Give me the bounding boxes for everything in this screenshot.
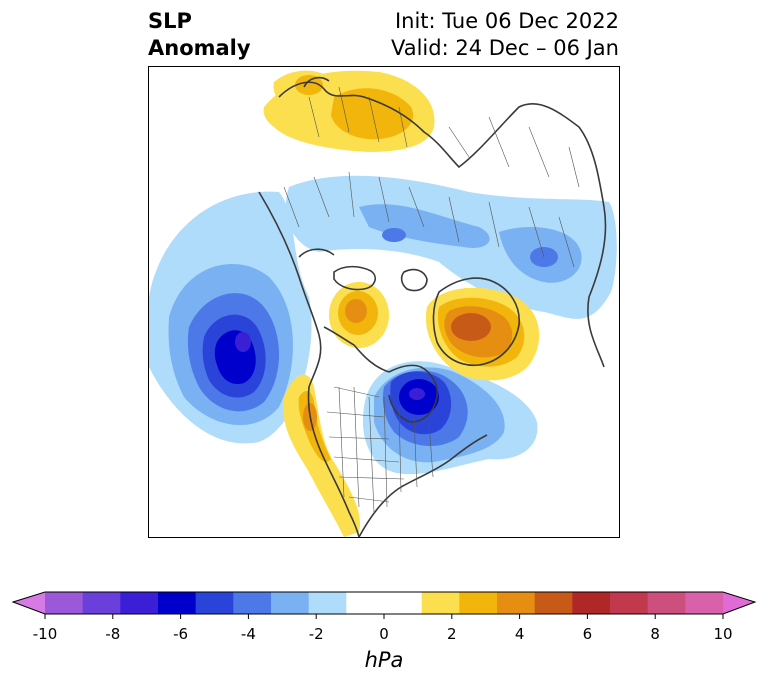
political-borders <box>283 86 580 513</box>
colorbar-swatch <box>271 592 310 614</box>
anomaly-shading <box>149 70 617 537</box>
colorbar: -10 -8 -6 -4 -2 0 2 4 6 8 10 hPa <box>11 591 757 672</box>
colorbar-ticks: -10 -8 -6 -4 -2 0 2 4 6 8 10 <box>33 614 733 643</box>
colorbar-swatch <box>685 592 724 614</box>
colorbar-swatch <box>572 592 611 614</box>
anomaly-map <box>148 66 620 538</box>
colorbar-unit-label: hPa <box>365 648 404 672</box>
colorbar-swatch <box>384 592 423 614</box>
colorbar-tick-label: -8 <box>105 625 120 643</box>
colorbar-extend-min <box>13 592 45 614</box>
colorbar-swatch <box>610 592 649 614</box>
arctic-high-core <box>345 299 367 323</box>
colorbar-swatch <box>158 592 197 614</box>
colorbar-swatch <box>346 592 385 614</box>
colorbar-swatch <box>534 592 573 614</box>
colorbar-tick-label: 8 <box>650 625 660 643</box>
colorbar-tick-label: -6 <box>173 625 188 643</box>
greenland-high-core <box>451 313 491 341</box>
canada-low-center <box>409 388 425 400</box>
colorbar-swatch <box>308 592 347 614</box>
colorbar-tick-label: 6 <box>583 625 593 643</box>
chart-title: SLP Anomaly <box>148 8 251 62</box>
colorbar-swatch <box>421 592 460 614</box>
colorbar-tick-label: 0 <box>379 625 389 643</box>
colorbar-tick-label: 10 <box>713 625 732 643</box>
init-date: Init: Tue 06 Dec 2022 <box>394 9 619 33</box>
title-line-1: SLP <box>148 9 192 33</box>
eurasia-trough-2 <box>359 204 490 248</box>
colorbar-swatch <box>195 592 234 614</box>
colorbar-swatch <box>497 592 536 614</box>
date-info: Init: Tue 06 Dec 2022 Valid: 24 Dec – 06… <box>391 8 619 62</box>
colorbar-tick-label: -4 <box>241 625 256 643</box>
scandinavia-high-core <box>295 75 323 95</box>
map-canvas <box>149 70 617 537</box>
eurasia-trough-core <box>382 228 406 242</box>
colorbar-swatch <box>45 592 84 614</box>
eurasia-high-2 <box>331 88 414 140</box>
colorbar-tick-label: 4 <box>515 625 525 643</box>
colorbar-swatch <box>647 592 686 614</box>
colorbar-tick-label: -10 <box>33 625 58 643</box>
colorbar-swatch <box>233 592 272 614</box>
colorbar-swatches <box>45 592 724 614</box>
coastlines <box>258 76 607 537</box>
pacific-low-center <box>235 332 251 352</box>
colorbar-swatch <box>82 592 121 614</box>
title-line-2: Anomaly <box>148 36 251 60</box>
colorbar-swatch <box>459 592 498 614</box>
colorbar-swatch <box>120 592 159 614</box>
colorbar-tick-label: 2 <box>447 625 457 643</box>
valid-date: Valid: 24 Dec – 06 Jan <box>390 36 619 60</box>
colorbar-extend-max <box>723 592 755 614</box>
colorbar-tick-label: -2 <box>309 625 324 643</box>
